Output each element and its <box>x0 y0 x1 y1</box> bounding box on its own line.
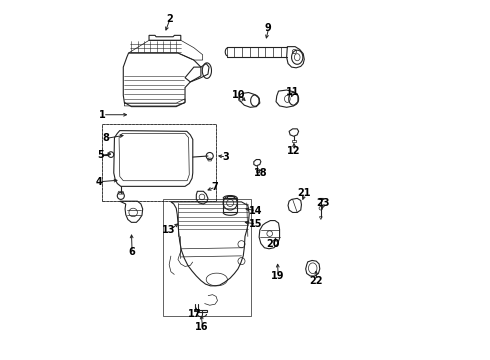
Text: 16: 16 <box>195 323 209 333</box>
Text: 18: 18 <box>254 168 268 178</box>
Text: 19: 19 <box>270 271 284 281</box>
Text: 1: 1 <box>99 110 105 120</box>
Text: 10: 10 <box>232 90 246 100</box>
Text: 6: 6 <box>128 247 135 257</box>
Text: 22: 22 <box>310 275 323 285</box>
Text: 8: 8 <box>102 133 109 143</box>
Text: 9: 9 <box>265 23 271 33</box>
Text: 2: 2 <box>166 14 172 24</box>
Text: 11: 11 <box>286 87 299 97</box>
Text: 23: 23 <box>317 198 330 208</box>
Text: 17: 17 <box>188 309 202 319</box>
Text: 21: 21 <box>297 188 311 198</box>
Text: 3: 3 <box>222 152 229 162</box>
Text: 15: 15 <box>249 219 262 229</box>
Text: 7: 7 <box>212 182 219 192</box>
Text: 13: 13 <box>162 225 176 235</box>
Text: 20: 20 <box>267 239 280 249</box>
Text: 14: 14 <box>249 206 262 216</box>
Text: 12: 12 <box>287 146 300 156</box>
Text: 5: 5 <box>97 150 104 160</box>
Text: 4: 4 <box>95 177 102 187</box>
